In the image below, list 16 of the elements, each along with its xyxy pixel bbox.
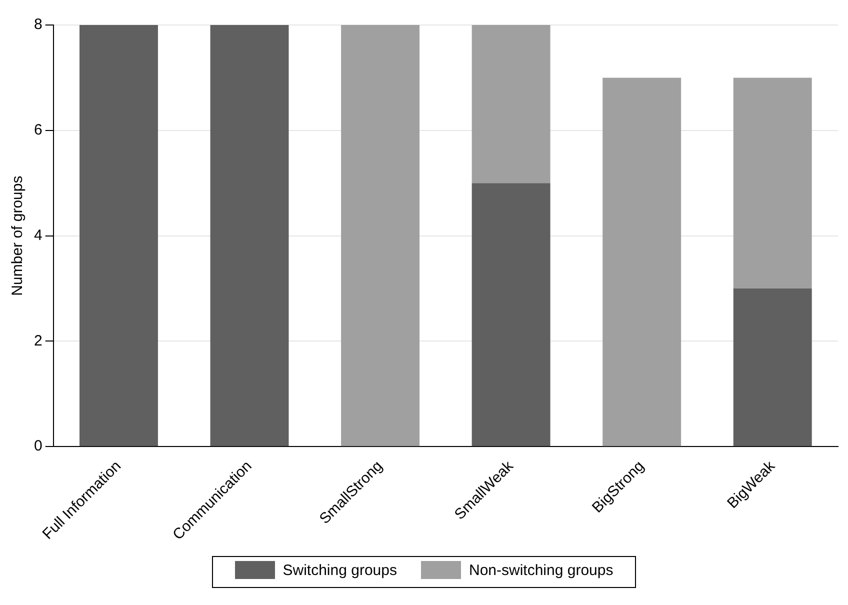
bar — [733, 78, 812, 288]
bar — [80, 25, 158, 446]
bar — [472, 183, 550, 446]
y-tick-label: 2 — [34, 332, 42, 350]
y-tick-label: 4 — [34, 226, 42, 244]
y-tick-label: 6 — [34, 122, 42, 139]
bar — [472, 25, 550, 184]
legend-label: Switching groups — [282, 562, 397, 578]
bar — [602, 78, 682, 446]
bar — [341, 25, 420, 446]
y-tick-label: 0 — [34, 438, 42, 455]
y-tick-label: 8 — [34, 16, 42, 34]
y-axis-title: Number of groups — [9, 176, 26, 296]
legend-label: Non-switching groups — [468, 562, 614, 578]
bar — [210, 25, 289, 446]
bar — [733, 288, 812, 446]
